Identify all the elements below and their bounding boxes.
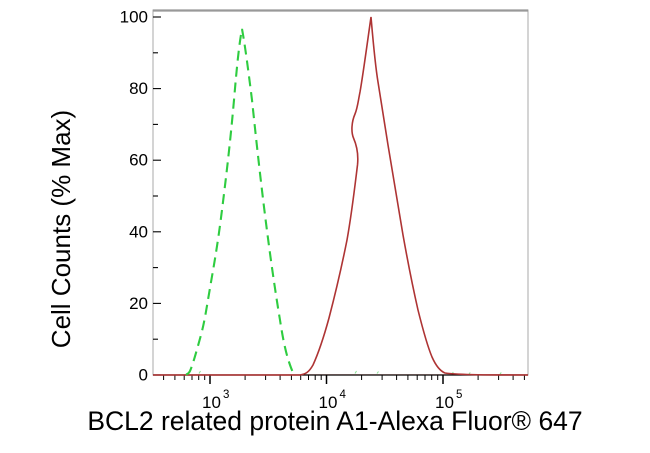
svg-text:3: 3 [223,389,229,401]
svg-text:20: 20 [129,294,148,313]
svg-text:40: 40 [129,222,148,241]
svg-text:0: 0 [139,366,148,385]
svg-text:4: 4 [340,389,347,401]
svg-text:Cell Counts (% Max): Cell Counts (% Max) [46,110,76,348]
svg-text:BCL2 related protein A1-Alexa: BCL2 related protein A1-Alexa Fluor® 647 [87,406,582,436]
svg-text:60: 60 [129,151,148,170]
svg-text:100: 100 [120,8,148,27]
svg-text:80: 80 [129,79,148,98]
svg-text:5: 5 [456,389,462,401]
